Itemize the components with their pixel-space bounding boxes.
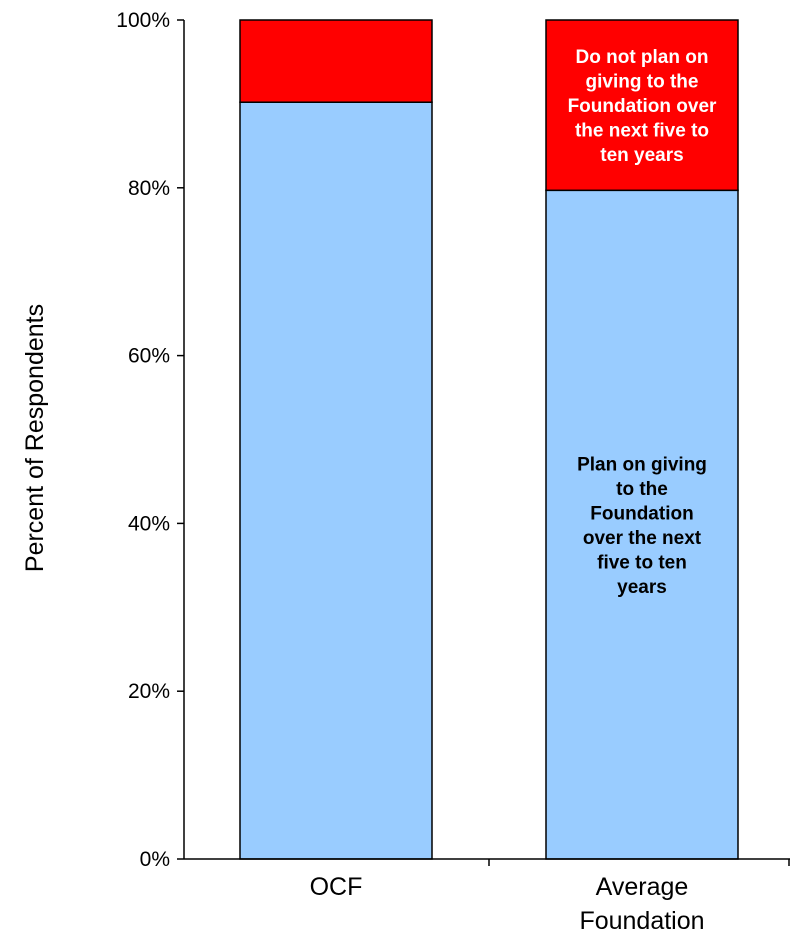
y-tick-label-1: 20% <box>128 680 170 703</box>
bar-plan-1 <box>545 189 739 860</box>
y-tick-label-0: 0% <box>140 848 170 871</box>
y-tick-label-5: 100% <box>116 9 170 32</box>
labels-layer: OCF Average Foundation Plan on giving to the… <box>310 47 717 935</box>
bar-plan-0 <box>239 101 433 860</box>
category-label-1: Average Foundation <box>579 873 704 935</box>
y-tick-label-2: 40% <box>128 512 170 535</box>
axis-layer: 0% 20% 40% 60% 80% 100% <box>116 9 790 871</box>
category-label-0: OCF <box>310 873 363 901</box>
y-tick-label-4: 80% <box>128 177 170 200</box>
segment-annotation-plan: Plan on giving to the Foundation over the n… <box>577 454 707 598</box>
y-axis-title: Percent of Respondents <box>21 304 49 572</box>
bar-no_plan-0 <box>239 19 433 103</box>
segment-annotation-no_plan: Do not plan on giving to the Foundation ov… <box>568 47 717 166</box>
bar-no_plan-1 <box>545 19 739 192</box>
y-tick-label-3: 60% <box>128 345 170 368</box>
bars-layer <box>239 19 739 860</box>
